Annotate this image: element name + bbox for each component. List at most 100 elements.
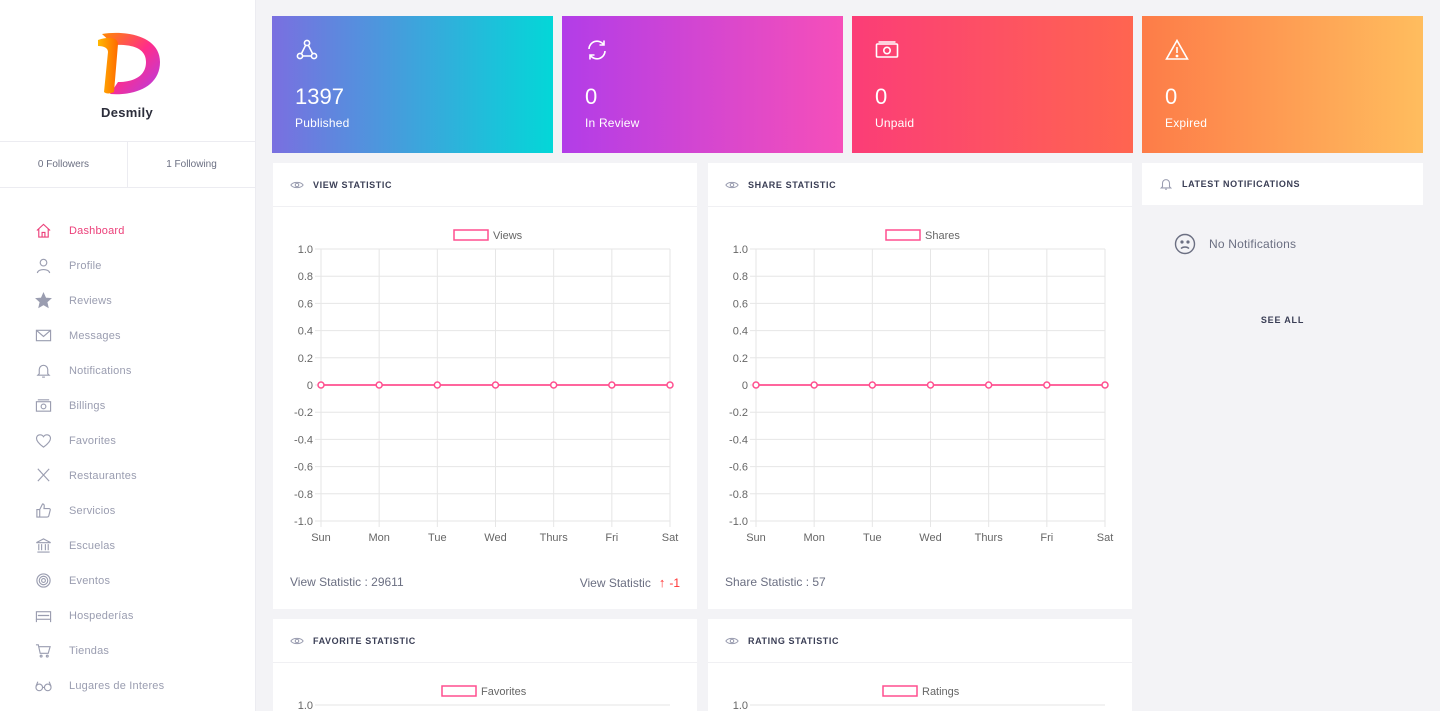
star-icon [34,292,52,310]
sidebar-item-label: Servicios [69,504,116,517]
empty-notifications-text: No Notifications [1209,237,1297,251]
sidebar-item-label: Profile [69,259,102,272]
data-point[interactable] [317,381,325,389]
view-statistic-panel: VIEW STATISTIC Views 1.0 0.8 0.6 0.4 0.2 0 -0.2… [273,163,697,609]
panel-header: FAVORITE STATISTIC [273,619,697,663]
x-tick-label: Wed [919,532,941,544]
panel-title: RATING STATISTIC [748,635,840,646]
y-tick-label: 1.0 [733,244,748,256]
y-tick-label: -0.6 [729,462,748,474]
bell-icon [34,362,52,380]
user-icon [34,257,52,275]
data-point[interactable] [868,381,877,389]
sidebar-item-messages[interactable]: Messages [0,318,254,353]
bed-icon [34,607,52,625]
sidebar-item-label: Dashboard [69,224,125,237]
y-tick-label: -0.4 [729,434,748,446]
panel-header: LATEST NOTIFICATIONS [1142,163,1423,205]
stat-card-published[interactable]: 1397 Published [272,16,553,153]
brand-logo[interactable] [96,30,164,96]
sidebar-item-label: Messages [69,329,121,342]
target-icon [34,572,52,590]
legend-label[interactable]: Shares [925,230,960,242]
sidebar-item-servicios[interactable]: Servicios [0,493,254,528]
money-icon [875,41,899,58]
favorite-statistic-panel: FAVORITE STATISTIC Favorites 1.0 [273,619,697,711]
stat-card-expired[interactable]: 0 Expired [1142,16,1423,153]
data-point[interactable] [608,381,616,389]
sidebar-item-escuelas[interactable]: Escuelas [0,528,254,563]
y-tick-label: -0.8 [729,489,748,501]
y-tick-label: -0.8 [294,489,313,501]
y-tick-label: 0.4 [298,326,313,338]
sidebar-item-reviews[interactable]: Reviews [0,283,254,318]
x-tick-label: Sat [1097,532,1114,544]
y-tick-label: 0.4 [733,326,748,338]
sidebar-item-label: Lugares de Interes [69,679,165,692]
stat-value: 0 [585,84,598,109]
sidebar-item-hospeder-as[interactable]: Hospederías [0,598,254,633]
stat-card-unpaid[interactable]: 0 Unpaid [852,16,1133,153]
sidebar-item-restaurantes[interactable]: Restaurantes [0,458,254,493]
panel-header: SHARE STATISTIC [708,163,1132,207]
stat-card-in-review[interactable]: 0 In Review [562,16,843,153]
sidebar-item-label: Notifications [69,364,132,377]
data-point[interactable] [984,381,993,389]
sidebar-nav: Dashboard Profile Reviews Messages Notificat… [0,213,254,703]
data-point[interactable] [375,381,383,389]
sidebar-item-profile[interactable]: Profile [0,248,254,283]
data-point[interactable] [926,381,935,389]
sidebar-item-lugares-de-interes[interactable]: Lugares de Interes [0,668,254,703]
followers-count[interactable]: 0 Followers [0,142,128,187]
data-point[interactable] [810,381,818,389]
empty-notifications: No Notifications [1174,233,1296,255]
y-tick-label: 0.2 [733,353,748,365]
data-point[interactable] [752,381,760,389]
data-point[interactable] [1043,381,1051,389]
legend-swatch[interactable] [882,685,918,697]
x-tick-label: Wed [484,532,506,544]
bank-icon [34,537,52,555]
data-point[interactable] [549,381,558,389]
share-nodes-icon [296,39,318,60]
y-tick-label: 0.6 [733,298,748,310]
legend-swatch[interactable] [453,229,489,241]
x-tick-label: Thurs [975,532,1004,544]
y-tick-label: -0.6 [294,462,313,474]
notifications-panel-header: LATEST NOTIFICATIONS [1142,163,1423,205]
y-tick-label: -0.2 [729,407,748,419]
panel-title: LATEST NOTIFICATIONS [1182,179,1301,189]
legend-label[interactable]: Favorites [481,686,527,698]
sidebar-item-label: Eventos [69,574,111,587]
panel-title: VIEW STATISTIC [313,179,393,190]
data-point[interactable] [1101,381,1109,389]
sidebar-item-billings[interactable]: Billings [0,388,254,423]
legend-swatch[interactable] [885,229,921,241]
sidebar-item-label: Reviews [69,294,112,307]
stat-value: 0 [875,84,888,109]
sad-face-icon [1174,233,1196,255]
sidebar-item-tiendas[interactable]: Tiendas [0,633,254,668]
sidebar-item-label: Escuelas [69,539,116,552]
x-tick-label: Sun [311,532,331,544]
legend-label[interactable]: Ratings [922,686,960,698]
sidebar-item-dashboard[interactable]: Dashboard [0,213,254,248]
data-point[interactable] [433,381,442,389]
view-trend-label: View Statistic [579,575,651,590]
see-all-link[interactable]: SEE ALL [1260,315,1305,325]
y-tick-label: 0.2 [298,353,313,365]
legend-swatch[interactable] [441,685,477,697]
legend-label[interactable]: Views [493,230,523,242]
sidebar-item-notifications[interactable]: Notifications [0,353,254,388]
data-point[interactable] [491,381,500,389]
sidebar-item-favorites[interactable]: Favorites [0,423,254,458]
y-tick-label: -0.2 [294,407,313,419]
share-total: Share Statistic : 57 [725,575,826,589]
sidebar-item-eventos[interactable]: Eventos [0,563,254,598]
eye-icon [290,637,304,644]
stat-label: Published [295,116,350,130]
data-point[interactable] [666,381,674,389]
following-count[interactable]: 1 Following [166,159,217,170]
panel-title: SHARE STATISTIC [748,179,837,190]
eye-icon [725,181,739,188]
